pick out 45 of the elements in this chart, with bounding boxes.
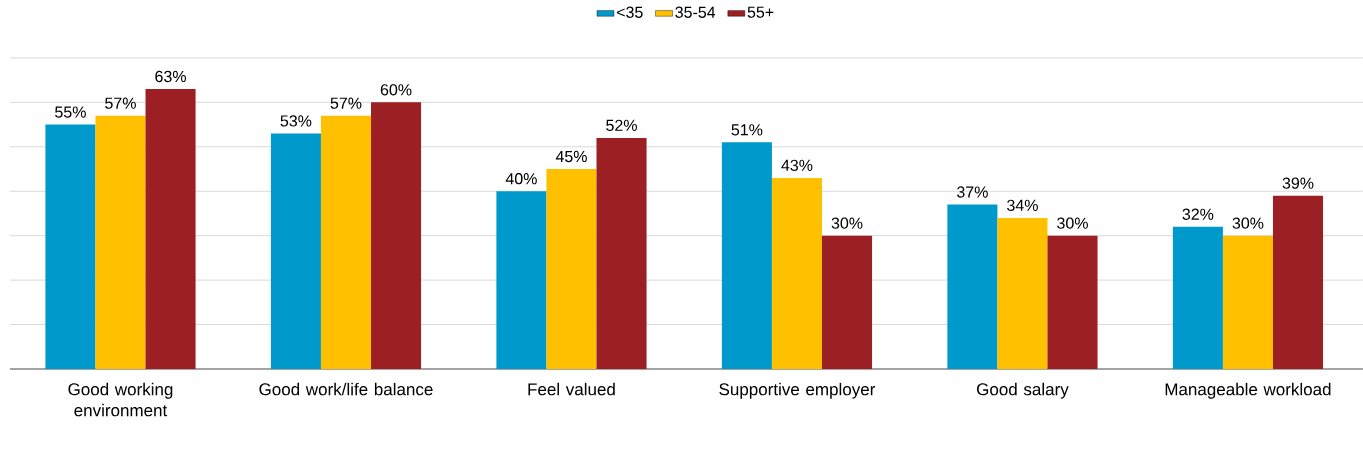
- data-label: 37%: [956, 186, 988, 198]
- data-label: 63%: [155, 70, 186, 83]
- legend-label: 55+: [747, 6, 774, 18]
- bar: [95, 115, 146, 369]
- bar: [371, 102, 422, 369]
- x-tick-label: Good salary: [977, 382, 1069, 399]
- bar: [546, 169, 597, 369]
- data-label: 39%: [1282, 177, 1314, 189]
- data-label: 52%: [606, 119, 637, 132]
- data-label: 43%: [781, 159, 813, 172]
- bar: [496, 191, 547, 369]
- x-tick-label: Good work/life balance: [259, 382, 433, 396]
- bar: [596, 137, 647, 369]
- data-label: 32%: [1182, 208, 1214, 220]
- data-label: 57%: [105, 97, 136, 109]
- x-tick-label: Manageable workload: [1165, 382, 1331, 399]
- data-label: 30%: [831, 217, 863, 229]
- legend-label: 35-54: [675, 6, 716, 18]
- bar: [320, 115, 372, 369]
- x-tick-label: Supportive employer: [719, 382, 876, 399]
- bar: [1222, 235, 1273, 369]
- data-label: 45%: [555, 150, 587, 163]
- bar: [145, 89, 196, 369]
- bar: [771, 177, 822, 369]
- data-label: 55%: [55, 106, 86, 118]
- data-label: 30%: [1232, 217, 1264, 229]
- data-label: 30%: [1057, 217, 1088, 229]
- data-label: 60%: [380, 84, 412, 96]
- bar: [45, 124, 96, 369]
- bar: [1272, 195, 1324, 369]
- bar: [270, 133, 321, 369]
- bar: [1047, 235, 1098, 369]
- x-tick-label: Good working environment: [68, 382, 173, 417]
- bar: [997, 217, 1048, 369]
- bar: [721, 142, 772, 369]
- x-tick-label: Feel valued: [528, 382, 615, 396]
- bar: [1172, 226, 1223, 369]
- data-label: 57%: [330, 97, 362, 109]
- bar: [947, 204, 998, 369]
- data-label: 40%: [505, 173, 537, 185]
- legend-label: <35: [616, 6, 643, 18]
- data-label: 53%: [280, 115, 312, 127]
- data-label: 51%: [731, 124, 763, 136]
- bar: [821, 235, 873, 369]
- data-label: 34%: [1007, 199, 1038, 212]
